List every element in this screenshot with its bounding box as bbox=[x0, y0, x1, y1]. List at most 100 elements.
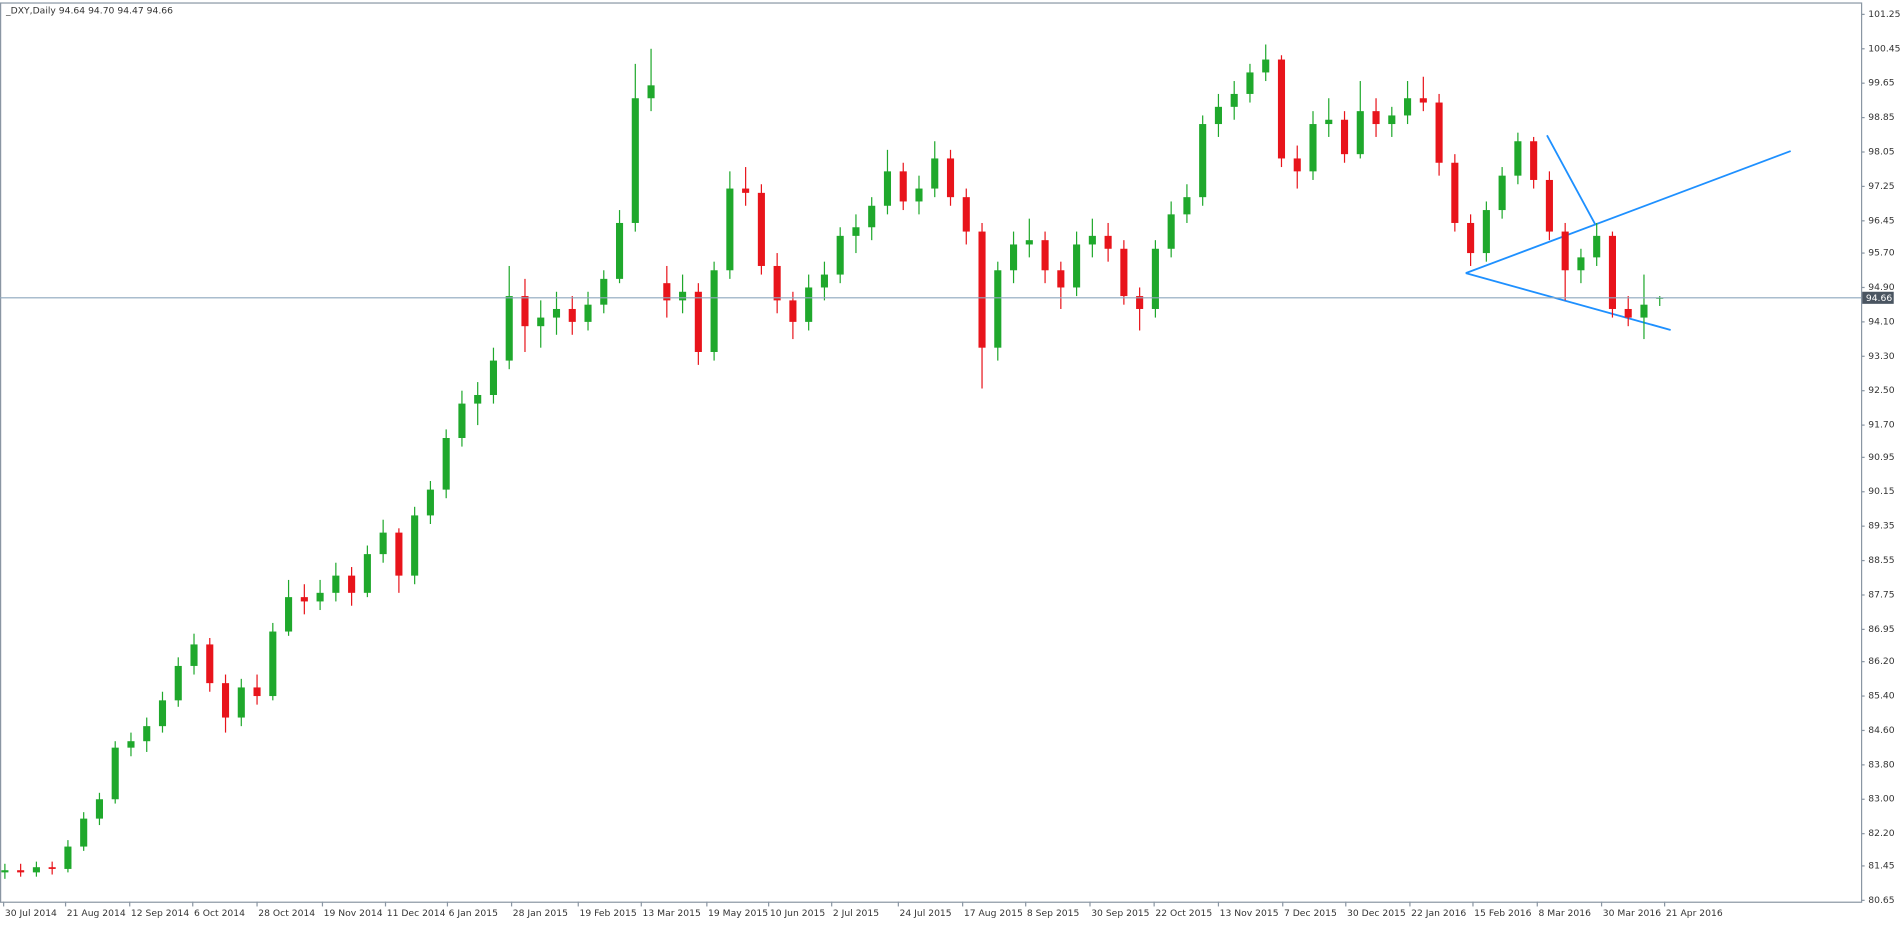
y-tick-label: 80.65 bbox=[1868, 895, 1894, 906]
candle-body bbox=[1293, 158, 1301, 172]
candle-body bbox=[1309, 124, 1317, 172]
candle-body bbox=[1214, 106, 1222, 125]
candle-body bbox=[1041, 240, 1049, 271]
candle-body bbox=[442, 438, 450, 490]
candle-body bbox=[1482, 210, 1490, 254]
y-tick-label: 96.45 bbox=[1868, 215, 1894, 226]
candle-body bbox=[521, 296, 529, 327]
candle-body bbox=[994, 270, 1002, 348]
candle-body bbox=[348, 575, 356, 593]
candle-body bbox=[852, 227, 860, 236]
candle-body bbox=[48, 867, 56, 869]
candle-body bbox=[1467, 222, 1475, 254]
candle-body bbox=[221, 683, 230, 718]
candle-body bbox=[915, 188, 923, 202]
y-tick-label: 83.00 bbox=[1868, 794, 1894, 805]
x-tick-label: 19 May 2015 bbox=[708, 908, 768, 919]
candle-body bbox=[1183, 197, 1191, 215]
y-tick-label: 98.85 bbox=[1868, 112, 1894, 123]
candle-body bbox=[647, 85, 655, 99]
candle-body bbox=[505, 296, 513, 361]
x-tick-label: 8 Mar 2016 bbox=[1538, 908, 1591, 919]
y-tick-label: 82.20 bbox=[1868, 828, 1894, 839]
candle-body bbox=[1246, 72, 1254, 94]
x-tick-label: 22 Jan 2016 bbox=[1411, 908, 1466, 919]
candle-body bbox=[1640, 304, 1648, 318]
y-tick-label: 89.35 bbox=[1868, 521, 1894, 532]
x-tick-label: 6 Jan 2015 bbox=[449, 908, 498, 919]
candle-body bbox=[1025, 240, 1033, 245]
candle-body bbox=[631, 98, 639, 223]
candle-body bbox=[1, 870, 9, 873]
candle-body bbox=[899, 171, 907, 202]
candle-body bbox=[568, 308, 576, 322]
candle-body bbox=[615, 222, 624, 279]
candle-body bbox=[1262, 59, 1270, 73]
candle-body bbox=[1372, 111, 1380, 125]
candle-body bbox=[836, 235, 844, 275]
candle-body bbox=[1167, 214, 1175, 249]
candle-body bbox=[1593, 235, 1601, 258]
candle-body bbox=[1325, 119, 1333, 125]
candle-body bbox=[363, 554, 371, 593]
price-label: 94.66 bbox=[1866, 293, 1892, 304]
y-tick-label: 86.20 bbox=[1868, 656, 1894, 667]
candle-body bbox=[17, 870, 25, 873]
trendline bbox=[1546, 134, 1597, 226]
candle-body bbox=[1451, 162, 1459, 223]
trendline bbox=[1465, 272, 1671, 331]
candle-body bbox=[584, 304, 592, 322]
candle-body bbox=[773, 265, 781, 301]
candle-body bbox=[663, 283, 671, 301]
candle-body bbox=[552, 308, 561, 318]
y-tick-label: 99.65 bbox=[1868, 78, 1894, 89]
y-tick-label: 97.25 bbox=[1868, 181, 1894, 192]
candle-body bbox=[253, 687, 261, 697]
candles bbox=[1, 44, 1664, 879]
y-tick-label: 87.75 bbox=[1868, 589, 1894, 600]
x-tick-label: 6 Oct 2014 bbox=[194, 908, 245, 919]
candle-body bbox=[757, 192, 765, 266]
candle-body bbox=[1010, 244, 1018, 271]
candle-body bbox=[190, 644, 198, 666]
y-tick-label: 91.70 bbox=[1868, 420, 1894, 431]
candle-body bbox=[883, 171, 892, 206]
candle-body bbox=[1514, 141, 1522, 176]
candle-body bbox=[285, 597, 293, 632]
candle-body bbox=[158, 700, 167, 727]
trendline bbox=[1465, 150, 1791, 274]
candle-body bbox=[805, 287, 813, 322]
candle-body bbox=[95, 799, 103, 819]
candle-body bbox=[789, 300, 797, 322]
y-tick-label: 90.95 bbox=[1868, 452, 1894, 463]
candle-body bbox=[1530, 141, 1538, 180]
candle-body bbox=[411, 515, 419, 576]
candle-body bbox=[1545, 179, 1553, 232]
candle-body bbox=[1356, 111, 1364, 155]
candle-body bbox=[379, 532, 387, 555]
candle-body bbox=[237, 687, 245, 718]
candle-body bbox=[1088, 235, 1096, 245]
x-tick-label: 13 Nov 2015 bbox=[1220, 908, 1279, 919]
chart-title: _DXY,Daily 94.64 94.70 94.47 94.66 bbox=[5, 5, 173, 16]
candle-body bbox=[1230, 93, 1238, 107]
x-tick-label: 28 Jan 2015 bbox=[513, 908, 568, 919]
x-tick-label: 13 Mar 2015 bbox=[643, 908, 701, 919]
y-tick-label: 84.60 bbox=[1868, 725, 1894, 736]
candle-body bbox=[489, 360, 498, 395]
y-tick-label: 83.80 bbox=[1868, 759, 1894, 770]
candle-body bbox=[32, 867, 40, 873]
candle-body bbox=[474, 394, 482, 404]
y-tick-label: 94.90 bbox=[1868, 282, 1894, 293]
candle-body bbox=[868, 205, 876, 228]
candle-body bbox=[1388, 115, 1396, 125]
candle-body bbox=[80, 818, 88, 847]
x-tick-label: 7 Dec 2015 bbox=[1284, 908, 1337, 919]
x-tick-label: 2 Jul 2015 bbox=[833, 908, 879, 919]
candle-body bbox=[962, 197, 970, 232]
x-tick-label: 8 Sep 2015 bbox=[1027, 908, 1080, 919]
x-tick-label: 12 Sep 2014 bbox=[131, 908, 189, 919]
candle-body bbox=[1057, 270, 1065, 288]
candle-body bbox=[64, 846, 72, 869]
